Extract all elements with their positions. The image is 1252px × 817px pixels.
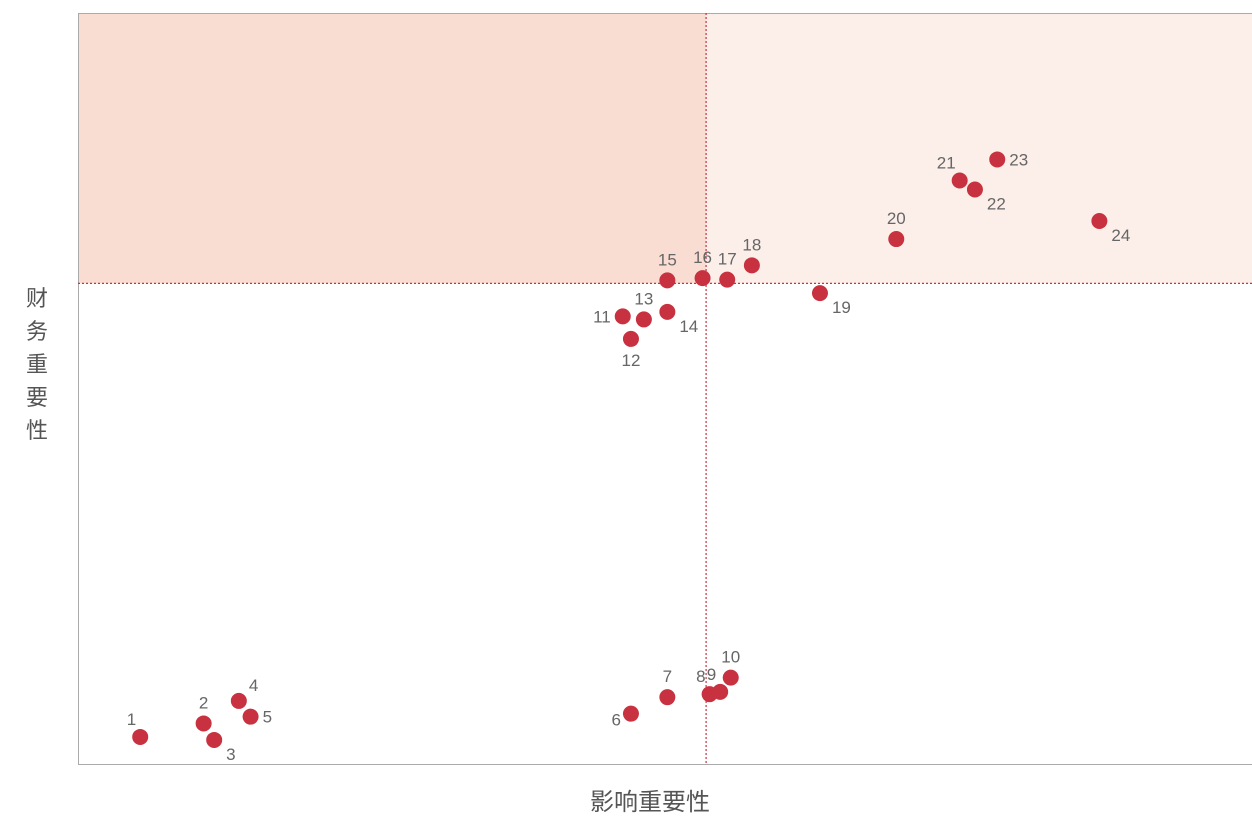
data-point-14	[659, 303, 676, 320]
data-point-2	[195, 715, 212, 732]
data-point-17	[719, 271, 736, 288]
data-point-20	[888, 231, 905, 248]
points-layer	[132, 151, 1108, 748]
zone-top-right	[706, 13, 1252, 284]
data-label-13: 13	[634, 289, 653, 308]
data-point-21	[951, 172, 968, 189]
data-point-11	[614, 308, 631, 325]
x-axis-title: 影响重要性	[590, 788, 710, 816]
data-point-5	[242, 708, 259, 725]
data-label-17: 17	[718, 250, 737, 269]
zone-top-left	[78, 13, 707, 284]
data-point-13	[635, 311, 652, 328]
data-label-20: 20	[887, 209, 906, 228]
data-label-14: 14	[679, 317, 698, 336]
data-label-16: 16	[693, 248, 712, 267]
data-label-15: 15	[658, 250, 677, 269]
data-label-2: 2	[199, 693, 208, 712]
data-point-23	[989, 151, 1006, 168]
axes-layer	[78, 13, 1252, 765]
data-label-24: 24	[1111, 226, 1130, 245]
data-point-15	[659, 272, 676, 289]
data-label-12: 12	[621, 351, 640, 370]
data-label-9: 9	[707, 665, 716, 684]
data-point-6	[622, 705, 639, 722]
data-point-18	[743, 257, 760, 274]
data-label-23: 23	[1009, 150, 1028, 169]
data-label-22: 22	[987, 194, 1006, 213]
data-label-7: 7	[663, 667, 672, 686]
threshold-lines-layer	[78, 13, 1252, 764]
y-axis-title: 财务重要性	[25, 287, 48, 444]
data-label-5: 5	[263, 708, 272, 727]
data-label-21: 21	[937, 153, 956, 172]
data-label-6: 6	[611, 711, 620, 730]
data-label-10: 10	[721, 648, 740, 667]
data-label-4: 4	[249, 676, 258, 695]
data-point-4	[230, 692, 247, 709]
data-point-24	[1091, 213, 1108, 230]
data-point-22	[966, 181, 983, 198]
data-point-1	[132, 728, 149, 745]
data-point-16	[694, 270, 711, 287]
data-point-10	[722, 669, 739, 686]
data-point-12	[622, 330, 639, 347]
data-label-1: 1	[127, 710, 136, 729]
data-label-11: 11	[593, 307, 611, 326]
data-label-8: 8	[696, 667, 705, 686]
data-label-19: 19	[832, 298, 851, 317]
data-label-3: 3	[226, 745, 235, 764]
data-point-3	[206, 731, 223, 748]
data-label-18: 18	[742, 235, 761, 254]
zones-layer	[78, 13, 1252, 284]
data-point-19	[811, 285, 828, 302]
data-point-7	[659, 689, 676, 706]
data-point-9	[712, 683, 729, 700]
